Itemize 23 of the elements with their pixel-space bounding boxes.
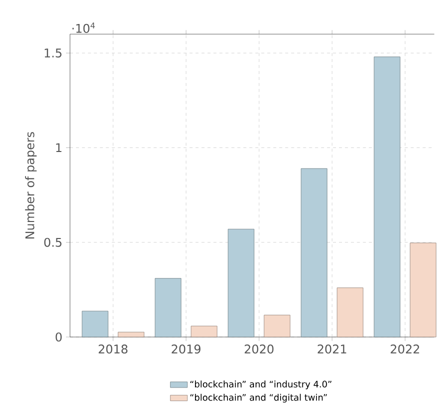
bar — [336, 288, 364, 338]
bar — [118, 332, 144, 338]
text: ·10$^{4}$ — [72, 22, 95, 33]
bar — [154, 278, 182, 338]
legend-label: “blockchain” and “digital twin” — [190, 394, 327, 403]
bar — [374, 56, 400, 338]
x-tick-label: 2022 — [390, 344, 420, 354]
bar — [82, 310, 108, 338]
bar — [190, 326, 218, 338]
bar — [300, 168, 328, 338]
bar — [228, 228, 254, 338]
x-tick-label: 2021 — [318, 344, 346, 354]
y-tick-label: 0.5 — [44, 238, 62, 247]
legend-label: “blockchain” and “industry 4.0” — [190, 380, 332, 390]
y-tick-label: 1.5 — [44, 48, 62, 58]
bar — [410, 242, 436, 338]
x-tick-label: 2019 — [172, 344, 200, 354]
x-tick-label: 2020 — [244, 344, 274, 354]
y-tick-label: 0 — [56, 332, 62, 342]
x-tick-label: 2018 — [98, 344, 128, 354]
y-axis-title: Number of papers — [25, 132, 37, 238]
bar — [264, 314, 290, 338]
y-tick-label: 1 — [56, 143, 62, 152]
